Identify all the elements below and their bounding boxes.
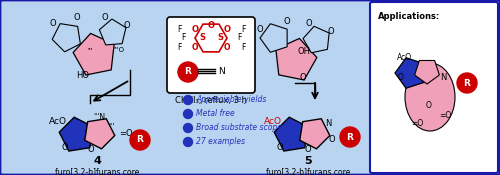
Text: O: O [62,142,68,152]
Text: O: O [88,145,94,153]
Text: O: O [192,43,198,51]
Circle shape [184,96,192,104]
Text: O: O [276,142,283,152]
Text: O: O [208,20,214,30]
Polygon shape [59,117,93,151]
Text: R: R [136,135,143,145]
Text: O: O [306,19,312,29]
Text: =O: =O [119,128,132,138]
Text: R: R [184,68,192,76]
Text: O: O [102,12,108,22]
Text: O: O [426,100,432,110]
Text: AcO: AcO [264,117,282,125]
Circle shape [184,110,192,118]
Text: O: O [256,26,264,34]
Text: O: O [284,18,290,26]
Circle shape [184,124,192,132]
Circle shape [340,127,360,147]
Text: CHCl₃, reflux, 3 h: CHCl₃, reflux, 3 h [175,96,247,104]
Polygon shape [276,38,317,80]
Polygon shape [260,24,287,52]
Text: O: O [224,25,230,33]
Text: ''': ''' [88,47,93,53]
Text: N: N [440,72,446,82]
Text: furo[3,2-b]furans core: furo[3,2-b]furans core [266,169,350,175]
Text: O: O [74,13,80,23]
Polygon shape [84,119,115,149]
Text: R: R [346,132,354,142]
Text: AcO: AcO [397,52,412,61]
Text: 4: 4 [93,156,101,166]
Text: O: O [124,20,130,30]
Text: O: O [304,145,312,153]
Text: O: O [224,43,230,51]
Text: S: S [217,33,223,43]
Polygon shape [414,61,440,84]
Text: F: F [241,25,245,33]
Text: 5: 5 [304,156,312,166]
Text: F: F [237,33,241,43]
Circle shape [130,130,150,150]
Text: O: O [300,74,306,82]
Text: N: N [325,118,331,128]
Text: furo[3,2-b]furans core: furo[3,2-b]furans core [55,169,139,175]
Polygon shape [300,119,330,149]
Text: HO: HO [76,71,90,79]
Text: N: N [218,66,225,75]
Text: Applications:: Applications: [378,12,440,21]
Polygon shape [100,19,126,45]
Text: O: O [328,135,336,144]
Polygon shape [195,24,227,52]
Text: S: S [199,33,205,43]
Text: Metal free: Metal free [196,110,235,118]
Circle shape [178,62,198,82]
Text: ''': ''' [108,122,114,131]
Text: AcO: AcO [49,117,67,125]
Text: Appreciable yields: Appreciable yields [196,96,266,104]
Text: R: R [464,79,470,88]
FancyBboxPatch shape [167,17,255,93]
Polygon shape [303,26,329,53]
Text: 27 examples: 27 examples [196,138,245,146]
Text: '''N: '''N [93,113,105,121]
Circle shape [457,73,477,93]
Text: Broad substrate scope: Broad substrate scope [196,124,282,132]
Ellipse shape [405,63,455,131]
Text: F: F [177,43,181,51]
Polygon shape [274,117,308,151]
Text: '''O: '''O [113,47,124,53]
Text: O: O [192,25,198,33]
Text: =O: =O [411,118,423,128]
Text: =O: =O [439,110,451,120]
Text: O: O [50,19,56,27]
Text: O: O [328,27,334,37]
Text: F: F [181,33,185,43]
Text: F: F [177,25,181,33]
Polygon shape [73,33,114,75]
Text: F: F [241,43,245,51]
Polygon shape [52,24,80,52]
Text: O: O [398,72,404,82]
FancyBboxPatch shape [370,2,498,173]
Circle shape [184,138,192,146]
Polygon shape [395,58,424,88]
Text: OH: OH [297,47,310,57]
